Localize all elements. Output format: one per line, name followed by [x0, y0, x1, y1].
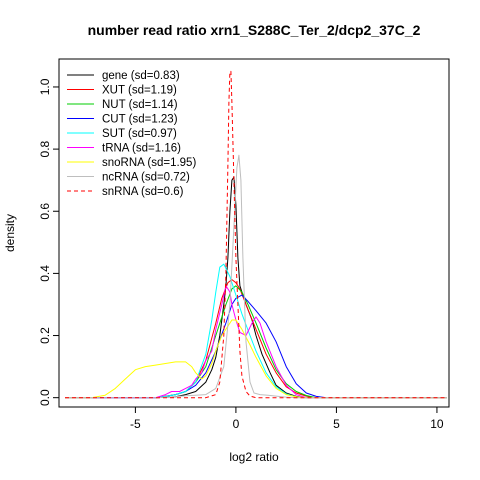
- y-tick-label: 1.0: [38, 78, 52, 95]
- legend-label: NUT (sd=1.14): [102, 99, 178, 111]
- x-tick-label: 10: [430, 417, 444, 431]
- chart-title: number read ratio xrn1_S288C_Ter_2/dcp2_…: [88, 22, 421, 38]
- legend-label: tRNA (sd=1.16): [102, 143, 181, 155]
- x-axis: -5 0 5 10: [130, 406, 444, 431]
- legend-label: XUT (sd=1.19): [102, 85, 177, 97]
- y-tick-label: 0.0: [38, 389, 52, 406]
- legend-label: gene (sd=0.83): [102, 70, 180, 82]
- legend-label: ncRNA (sd=0.72): [102, 172, 190, 184]
- y-tick-label: 0.4: [38, 265, 52, 282]
- series-line-7: [65, 154, 447, 399]
- series-line-4: [65, 263, 447, 399]
- y-tick-label: 0.8: [38, 140, 52, 157]
- series-line-6: [65, 319, 447, 399]
- y-axis-label: density: [3, 214, 17, 252]
- x-tick-label: -5: [130, 417, 141, 431]
- legend-label: SUT (sd=0.97): [102, 128, 177, 140]
- legend-label: CUT (sd=1.23): [102, 114, 178, 126]
- series-line-8: [65, 70, 447, 399]
- legend-label: snoRNA (sd=1.95): [102, 157, 196, 169]
- y-tick-label: 0.2: [38, 327, 52, 344]
- series-lines: [65, 70, 447, 399]
- y-axis: 0.0 0.2 0.4 0.6 0.8 1.0: [38, 78, 60, 406]
- y-tick-label: 0.6: [38, 203, 52, 220]
- x-tick-label: 5: [333, 417, 340, 431]
- x-tick-label: 0: [233, 417, 240, 431]
- legend-label: snRNA (sd=0.6): [102, 186, 184, 198]
- legend: gene (sd=0.83) XUT (sd=1.19) NUT (sd=1.14)…: [67, 70, 196, 198]
- x-axis-label: log2 ratio: [229, 450, 279, 464]
